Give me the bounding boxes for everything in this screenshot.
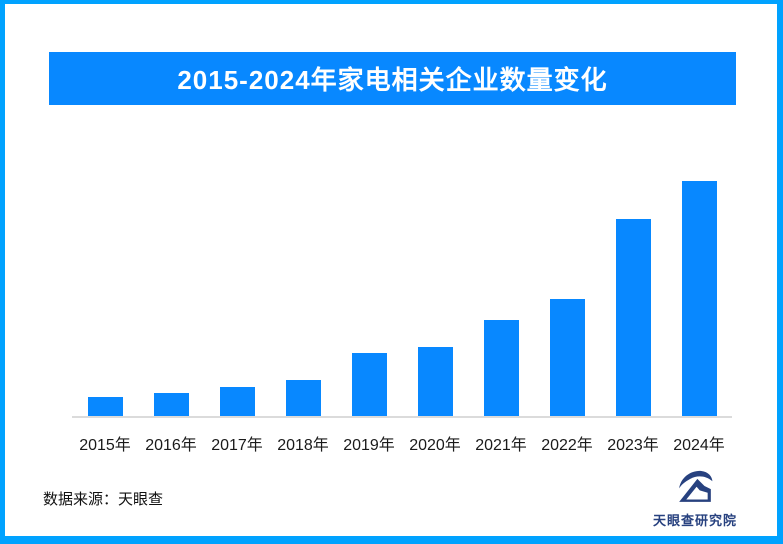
bar-2019年 (351, 353, 387, 417)
data-source-note: 数据来源：天眼查 (43, 491, 164, 508)
x-axis-label-2023年: 2023年 (607, 437, 659, 454)
bar-slot (138, 105, 204, 417)
x-axis-label-2024年: 2024年 (673, 437, 725, 454)
bar-slot (336, 105, 402, 417)
bar-chart-plot (72, 105, 732, 417)
bar-slot (72, 105, 138, 417)
x-axis-label-2017年: 2017年 (211, 437, 263, 454)
x-axis-label-2021年: 2021年 (475, 437, 527, 454)
x-axis-label-2019年: 2019年 (343, 437, 395, 454)
x-axis-label-2020年: 2020年 (409, 437, 461, 454)
bar-2022年 (549, 299, 585, 417)
x-axis-label-2018年: 2018年 (277, 437, 329, 454)
bar-2020年 (417, 347, 453, 417)
bar-2017年 (219, 387, 255, 417)
chart-title-banner: 2015-2024年家电相关企业数量变化 (49, 52, 736, 105)
bar-2018年 (285, 380, 321, 417)
bar-slot (402, 105, 468, 417)
bar-slot (468, 105, 534, 417)
chart-title: 2015-2024年家电相关企业数量变化 (177, 65, 608, 95)
x-axis-label-2022年: 2022年 (541, 437, 593, 454)
bar-2016年 (153, 393, 189, 417)
bar-2021年 (483, 320, 519, 417)
x-axis-label-2015年: 2015年 (79, 437, 131, 454)
bar-slot (600, 105, 666, 417)
bar-2015年 (87, 397, 123, 417)
x-axis-label-2016年: 2016年 (145, 437, 197, 454)
bar-2023年 (615, 219, 651, 417)
bar-slot (534, 105, 600, 417)
x-axis-labels: 2015年 2016年 2017年 2018年 2019年 2020年 2021年 2022年… (72, 431, 732, 455)
bar-slot (666, 105, 732, 417)
publisher-logo-text: 天眼查研究院 (652, 513, 737, 528)
tianyancha-eye-icon (679, 470, 713, 502)
publisher-logo: 天眼查研究院 (645, 465, 745, 529)
bar-2024年 (681, 181, 717, 417)
bar-slot (204, 105, 270, 417)
x-axis-line (72, 416, 732, 418)
bar-slot (270, 105, 336, 417)
